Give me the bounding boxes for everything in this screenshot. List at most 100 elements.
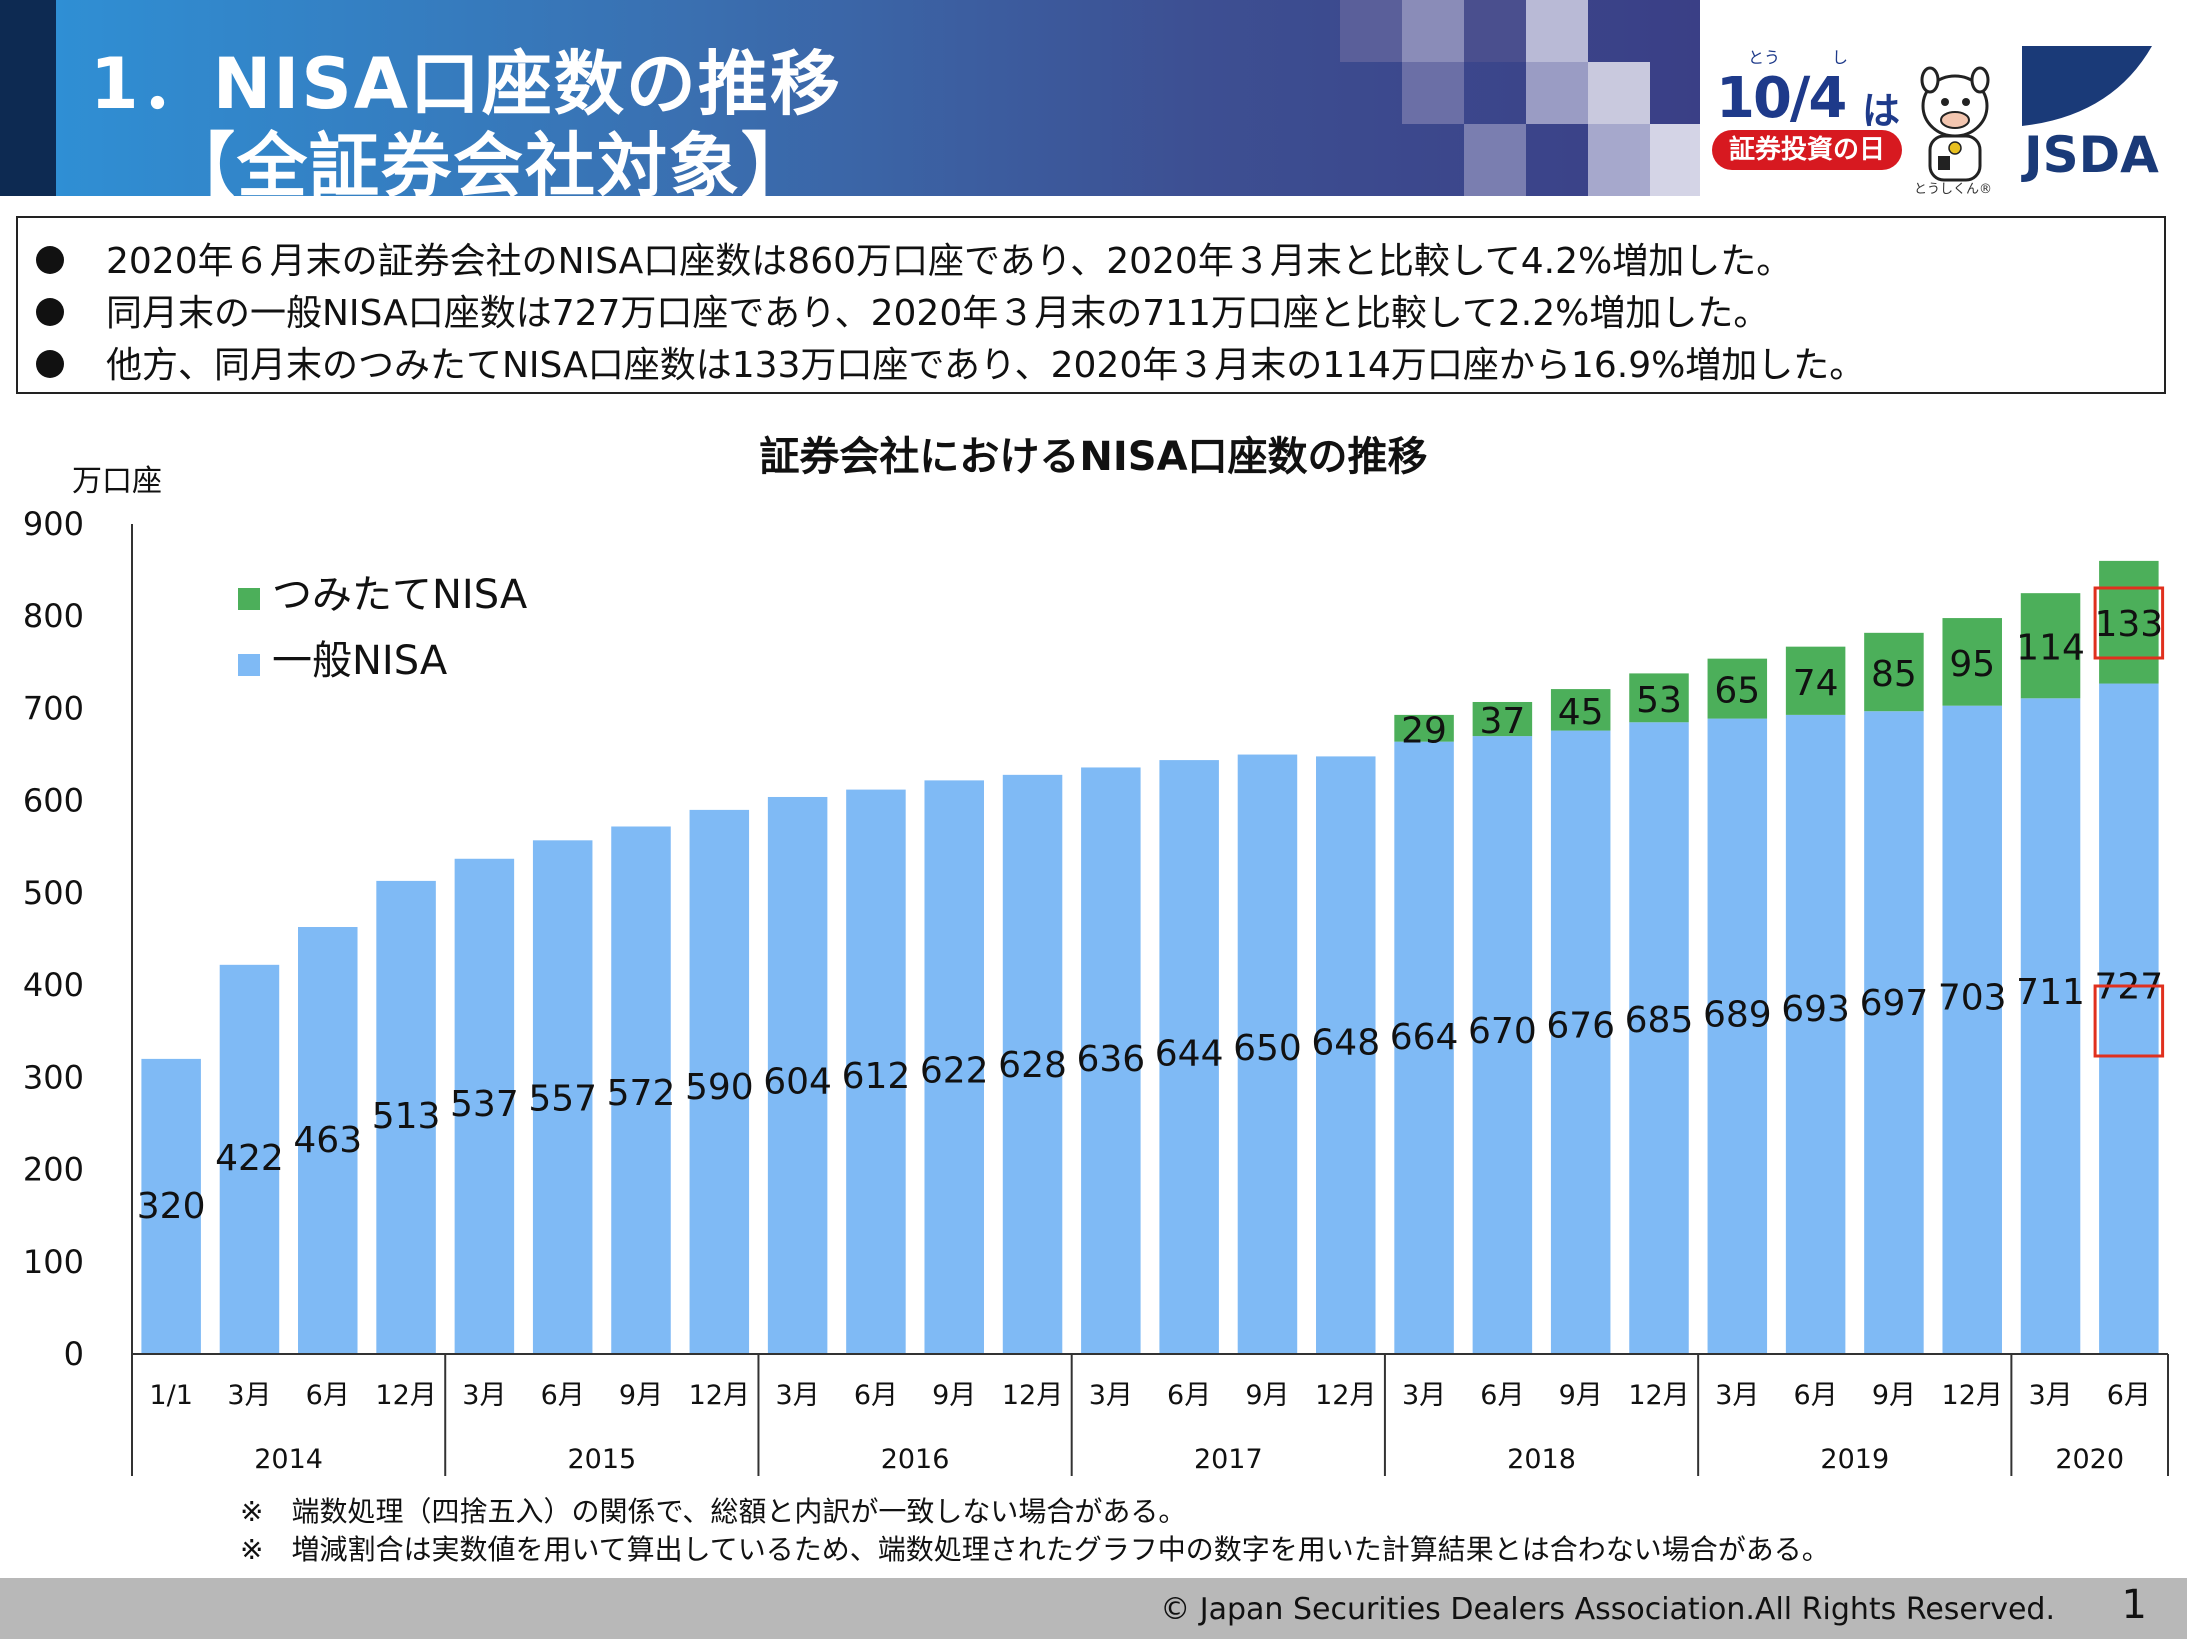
data-label-ippan: 676 (1546, 1006, 1615, 1047)
bar-ippan-nisa (1237, 754, 1298, 1354)
bar-ippan-nisa (767, 796, 828, 1354)
jsda-logo: JSDA (2022, 46, 2159, 186)
data-label-ippan: 572 (607, 1073, 676, 1114)
jsda-emblem-icon (2022, 46, 2152, 126)
year-group-label: 2015 (567, 1444, 636, 1475)
x-tick-label: 6月 (306, 1380, 350, 1411)
data-label-ippan: 463 (293, 1120, 362, 1161)
legend-label: 一般NISA (272, 638, 448, 684)
logo-badge: 証券投資の日 (1712, 130, 1902, 170)
summary-box: 2020年６月末の証券会社のNISA口座数は860万口座であり、2020年３月末… (16, 216, 2166, 394)
year-group-label: 2018 (1507, 1444, 1576, 1475)
data-label-ippan: 685 (1625, 1000, 1694, 1041)
highlight-box (2093, 984, 2165, 1058)
data-label-ippan: 711 (2016, 972, 2085, 1013)
data-label-tsumitate: 133 (2094, 604, 2163, 645)
y-tick-label: 0 (64, 1335, 84, 1373)
bullet-icon (36, 350, 64, 378)
x-tick-label: 12月 (1942, 1380, 2003, 1411)
x-tick-label: 3月 (776, 1380, 820, 1411)
x-tick-label: 3月 (462, 1380, 506, 1411)
data-label-ippan: 693 (1781, 989, 1850, 1030)
x-tick-label: 1/1 (149, 1380, 192, 1411)
logo-ha: は (1862, 89, 1901, 133)
decor-square (1526, 0, 1588, 62)
bar-ippan-nisa (1159, 760, 1219, 1354)
year-group-label: 2014 (254, 1444, 323, 1475)
bar-tsumitate-nisa (1550, 689, 1611, 731)
y-tick-label: 600 (23, 782, 84, 820)
bar-ippan-nisa (924, 780, 984, 1354)
y-tick-label: 400 (23, 966, 84, 1004)
bullet-icon (36, 246, 64, 274)
data-label-ippan: 636 (1076, 1039, 1145, 1080)
y-tick-label: 700 (23, 689, 84, 727)
summary-item: 2020年６月末の証券会社のNISA口座数は860万口座であり、2020年３月末… (36, 232, 1792, 284)
x-tick-label: 3月 (1402, 1380, 1446, 1411)
decor-square (1650, 124, 1700, 196)
data-label-ippan: 590 (685, 1067, 754, 1108)
y-tick-label: 500 (23, 874, 84, 912)
bar-tsumitate-nisa (1942, 618, 2002, 706)
bar-tsumitate-nisa (1472, 701, 1533, 737)
data-label-tsumitate: 29 (1401, 710, 1447, 751)
bar-tsumitate-nisa (1785, 646, 1846, 715)
y-tick-label: 900 (23, 505, 84, 543)
page-title: 1．NISA口座数の推移 (90, 43, 842, 125)
bar-ippan-nisa (376, 880, 436, 1354)
bar-tsumitate-nisa (2099, 560, 2159, 684)
data-label-ippan: 650 (1233, 1028, 1302, 1069)
bar-ippan-nisa (1472, 736, 1533, 1354)
logo-ruby: し (1832, 48, 1849, 67)
bar-ippan-nisa (611, 826, 671, 1354)
data-label-tsumitate: 114 (2016, 628, 2085, 669)
logo-ruby: とう (1748, 48, 1781, 67)
x-tick-label: 6月 (1794, 1380, 1838, 1411)
bar-ippan-nisa (2020, 698, 2081, 1354)
decor-square (1588, 124, 1650, 196)
y-tick-label: 800 (23, 597, 84, 635)
y-tick-label: 200 (23, 1151, 84, 1189)
x-tick-label: 6月 (1480, 1380, 1524, 1411)
x-tick-label: 9月 (1245, 1380, 1289, 1411)
bar-ippan-nisa (1316, 756, 1376, 1354)
x-tick-label: 9月 (932, 1380, 976, 1411)
x-tick-label: 9月 (1559, 1380, 1603, 1411)
data-label-tsumitate: 65 (1714, 671, 1760, 712)
highlight-box (2093, 586, 2165, 660)
year-group-label: 2017 (1194, 1444, 1263, 1475)
decor-square (1402, 0, 1464, 62)
bar-ippan-nisa (298, 927, 358, 1354)
legend-label: つみたてNISA (272, 572, 528, 618)
jsda-text: JSDA (2024, 126, 2159, 184)
x-tick-label: 3月 (2028, 1380, 2072, 1411)
bar-tsumitate-nisa (1629, 673, 1689, 723)
copyright: © Japan Securities Dealers Association.A… (1160, 1592, 2055, 1627)
data-label-ippan: 670 (1468, 1011, 1537, 1052)
x-tick-label: 6月 (1167, 1380, 1211, 1411)
footer: © Japan Securities Dealers Association.A… (0, 1578, 2187, 1639)
summary-item: 同月末の一般NISA口座数は727万口座であり、2020年３月末の711万口座と… (36, 284, 1769, 336)
data-label-ippan: 689 (1703, 994, 1772, 1035)
decor-square (1588, 62, 1650, 124)
summary-item: 他方、同月末のつみたてNISA口座数は133万口座であり、2020年３月末の11… (36, 336, 1865, 388)
year-group-label: 2020 (2055, 1444, 2124, 1475)
legend-swatch (238, 588, 260, 610)
data-label-ippan: 557 (528, 1078, 597, 1119)
decor-square (1526, 62, 1588, 124)
bar-ippan-nisa (1002, 774, 1063, 1354)
data-label-ippan: 697 (1860, 983, 1929, 1024)
bar-ippan-nisa (1550, 730, 1611, 1354)
bar-tsumitate-nisa (1394, 714, 1454, 742)
bar-ippan-nisa (846, 789, 906, 1354)
bar-ippan-nisa (1864, 711, 1924, 1354)
data-label-ippan: 644 (1155, 1034, 1224, 1075)
bar-ippan-nisa (689, 809, 750, 1354)
bar-ippan-nisa (1942, 705, 2002, 1354)
x-tick-label: 9月 (1872, 1380, 1916, 1411)
data-label-ippan: 537 (450, 1084, 519, 1125)
data-label-tsumitate: 95 (1949, 644, 1995, 685)
x-tick-label: 12月 (375, 1380, 436, 1411)
bar-ippan-nisa (454, 858, 515, 1354)
logo-date: 10/4 (1716, 66, 1847, 131)
